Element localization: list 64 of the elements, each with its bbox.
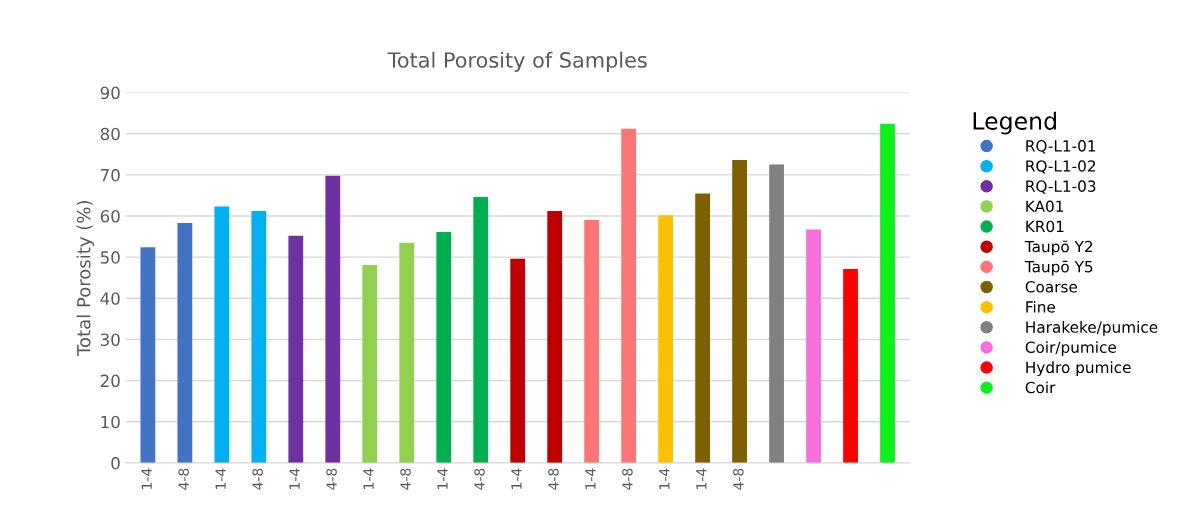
y-axis-title: Total Porosity (%)	[76, 201, 95, 356]
legend-label: Coir/pumice	[1025, 341, 1116, 356]
legend-label: KR01	[1026, 220, 1064, 233]
x-tick-label: 1-4	[511, 468, 522, 489]
bar	[510, 258, 526, 463]
legend-title: Legend	[973, 111, 1056, 135]
bar	[288, 235, 304, 463]
bar	[473, 197, 489, 463]
legend-label: KA01	[1026, 200, 1064, 213]
x-tick-label: 4-8	[400, 468, 411, 490]
bar	[362, 264, 378, 463]
x-tick-label: 4-8	[252, 468, 263, 490]
bar	[436, 232, 452, 463]
y-tick-label: 10	[101, 415, 120, 429]
x-tick-label: 1-4	[437, 468, 448, 489]
y-tick-label: 20	[100, 374, 120, 388]
y-tick-label: 80	[100, 127, 120, 141]
y-tick-label: 70	[100, 168, 120, 182]
x-tick-label: 1-4	[363, 468, 374, 489]
x-tick-label: 1-4	[215, 468, 226, 489]
y-tick-label: 60	[100, 209, 120, 223]
x-tick-label: 4-8	[326, 468, 337, 490]
bar	[843, 269, 858, 463]
bar	[621, 128, 637, 463]
x-tick-label: 4-8	[474, 468, 485, 490]
bar	[658, 215, 674, 463]
bar	[695, 193, 711, 463]
bar	[880, 123, 895, 463]
x-tick-label: 4-8	[733, 468, 744, 490]
legend-label: Harakeke/pumice	[1026, 321, 1158, 336]
legend-label: RQ-L1-03	[1026, 180, 1096, 194]
x-tick-label: 1-4	[585, 468, 596, 489]
bar	[140, 247, 156, 463]
bar	[584, 220, 600, 463]
legend-label: Taupō Y2	[1024, 240, 1093, 256]
y-tick-label: 30	[100, 333, 120, 347]
legend-label: Coarse	[1025, 281, 1078, 293]
y-tick-label: 50	[100, 251, 120, 264]
legend-label: Fine	[1026, 300, 1056, 313]
y-tick-label: 0	[111, 456, 120, 470]
legend-label: Coir	[1025, 381, 1056, 394]
y-tick-label: 90	[100, 86, 120, 100]
bar	[214, 206, 230, 463]
legend-label: RQ-L1-02	[1026, 160, 1096, 174]
bar	[732, 160, 747, 463]
bar	[177, 223, 193, 463]
bar	[806, 229, 821, 463]
bar	[769, 164, 784, 463]
chart-title: Total Porosity of Samples	[387, 51, 647, 72]
legend-label: Taupō Y5	[1024, 260, 1093, 276]
legend-label: Hydro pumice	[1026, 361, 1131, 377]
x-tick-label: 1-4	[289, 468, 300, 489]
bar	[325, 175, 341, 463]
x-tick-label: 4-8	[548, 468, 559, 490]
x-tick-label: 1-4	[696, 468, 707, 489]
bar	[251, 211, 267, 463]
bar	[399, 242, 415, 463]
x-tick-label: 4-8	[622, 468, 633, 490]
legend-label: RQ-L1-01	[1026, 140, 1096, 154]
x-tick-label: 1-4	[659, 468, 670, 489]
y-tick-label: 40	[100, 292, 120, 305]
x-tick-label: 1-4	[141, 468, 152, 489]
x-tick-label: 4-8	[178, 468, 189, 490]
bar	[547, 211, 563, 463]
